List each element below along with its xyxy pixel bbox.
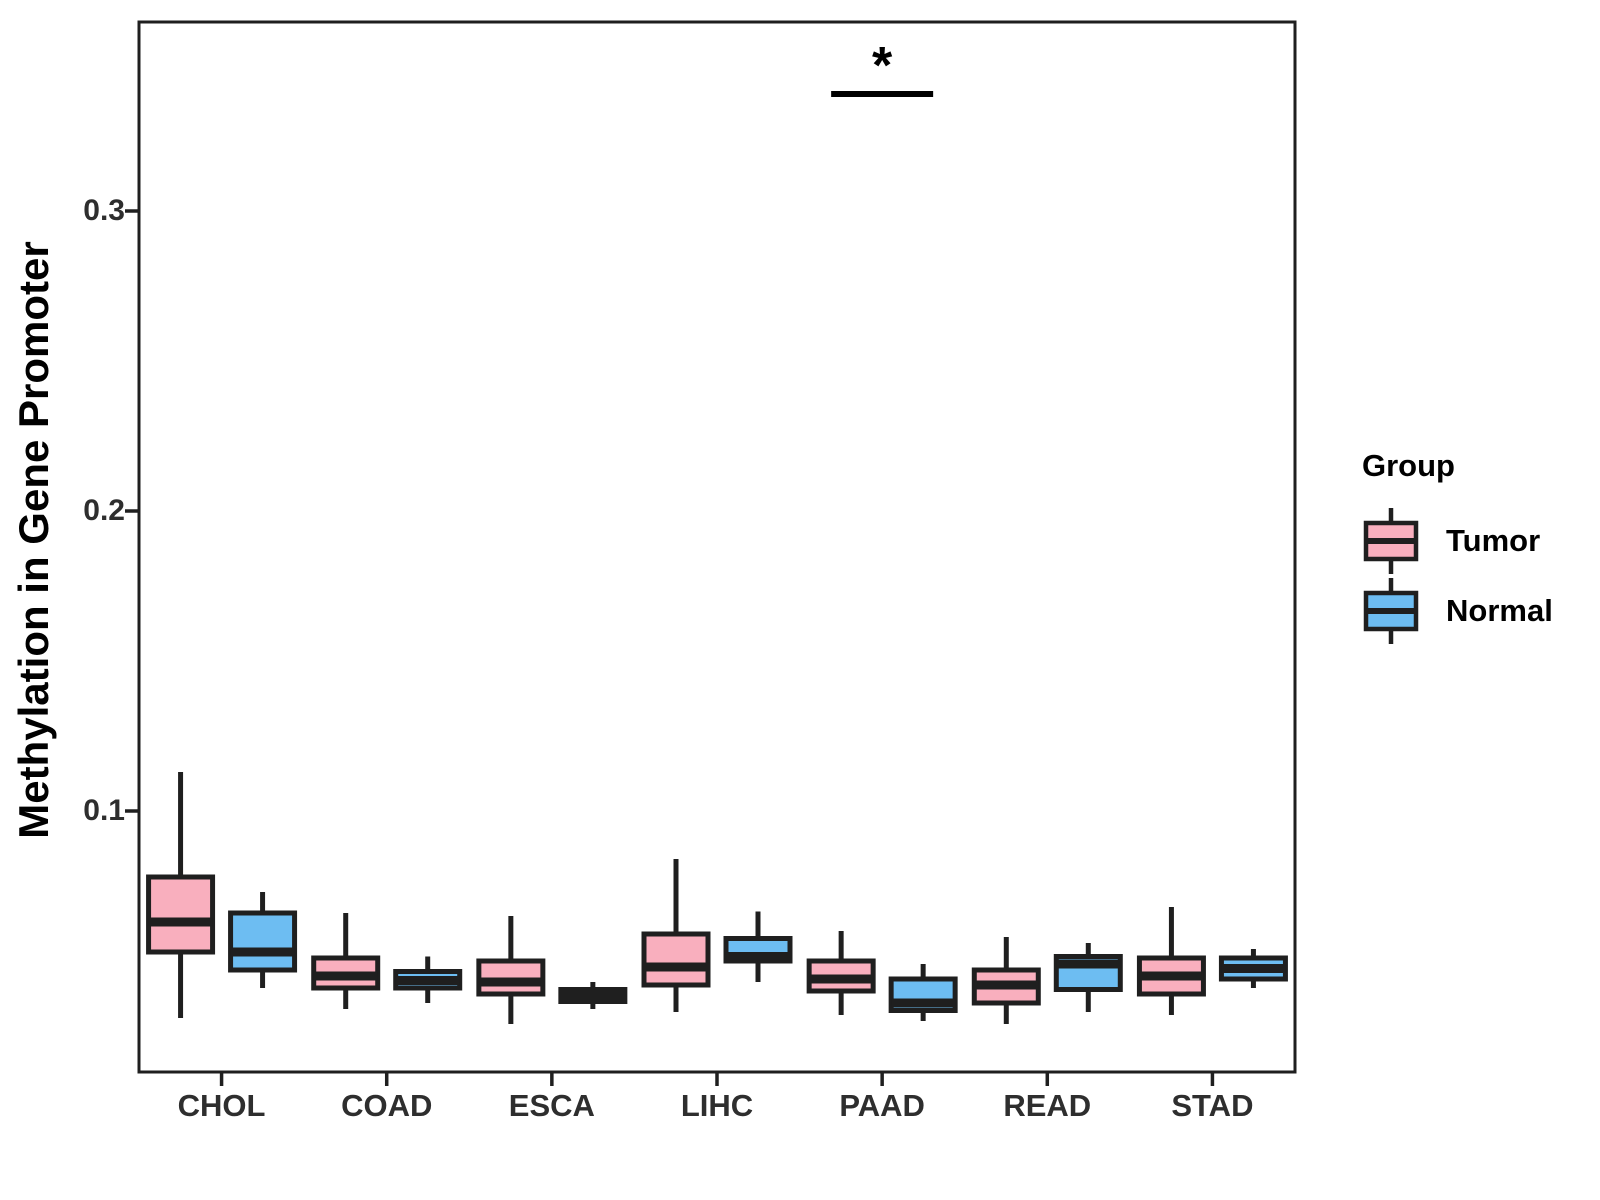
y-tick-label-0-3: 0.3 <box>83 194 125 227</box>
x-tick-label-read: READ <box>1003 1088 1092 1123</box>
y-axis-title: Methylation in Gene Promoter <box>10 241 57 839</box>
panel-border <box>137 20 1297 1074</box>
legend-title: Group <box>1362 448 1455 483</box>
legend-label-normal: Normal <box>1446 593 1553 628</box>
x-tick-label-coad: COAD <box>341 1088 433 1123</box>
normal-boxplot-key-icon <box>1363 578 1419 644</box>
legend-label-tumor: Tumor <box>1446 523 1541 558</box>
x-tick-label-chol: CHOL <box>177 1088 266 1123</box>
significance-asterisk: * <box>872 37 893 95</box>
box-CHOL-tumor <box>146 874 216 955</box>
y-tick-label-0-2: 0.2 <box>83 494 125 527</box>
legend-item-tumor: Tumor <box>1362 506 1553 576</box>
x-tick-label-paad: PAAD <box>839 1088 925 1123</box>
y-tick-label-0-1: 0.1 <box>83 794 125 827</box>
box-LIHC-tumor <box>641 931 711 988</box>
x-tick-label-esca: ESCA <box>508 1088 595 1123</box>
x-tick-label-stad: STAD <box>1171 1088 1254 1123</box>
legend: Group Tumor Normal <box>1362 448 1553 646</box>
legend-item-normal: Normal <box>1362 576 1553 646</box>
tumor-boxplot-key-icon <box>1363 508 1419 574</box>
x-tick-label-lihc: LIHC <box>680 1088 754 1123</box>
box-CHOL-normal <box>228 910 298 973</box>
